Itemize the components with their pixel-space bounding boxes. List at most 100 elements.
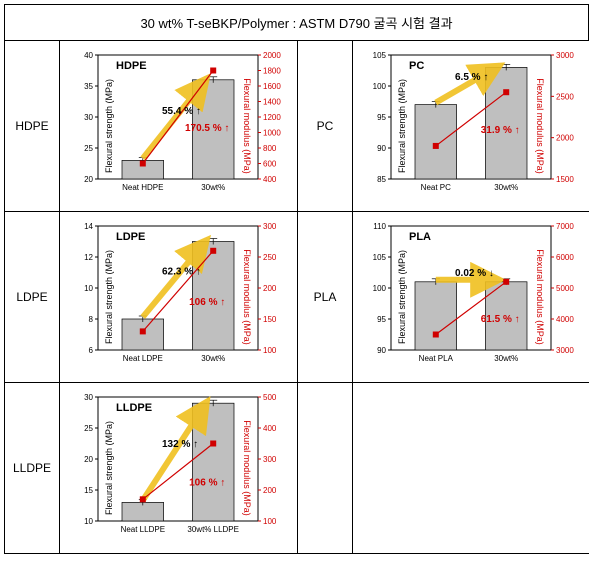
svg-text:7000: 7000: [556, 222, 574, 231]
svg-text:400: 400: [263, 175, 277, 184]
chart-cell-pc: 8590951001051500200025003000Neat PC30wt%…: [353, 41, 590, 211]
x-label-0: Neat LDPE: [123, 354, 163, 363]
chart-cell-pla: 909510010511030004000500060007000Neat PL…: [353, 212, 590, 382]
svg-text:90: 90: [377, 346, 386, 355]
svg-text:8: 8: [89, 315, 94, 324]
svg-text:100: 100: [263, 517, 277, 526]
svg-text:250: 250: [263, 253, 277, 262]
bar-1: [485, 67, 527, 179]
svg-text:2000: 2000: [556, 134, 574, 143]
x-label-1: 30wt%: [494, 354, 518, 363]
ylabel-left: Flexural strength (MPa): [104, 421, 114, 515]
svg-text:1200: 1200: [263, 113, 281, 122]
modulus-pct: 31.9 % ↑: [481, 125, 520, 136]
x-label-1: 30wt%: [201, 354, 225, 363]
strength-pct: 0.02 % ↓: [455, 268, 494, 279]
marker-0: [140, 328, 146, 334]
x-label-1: 30wt%: [201, 183, 225, 192]
panel-title: LLDPE: [116, 402, 152, 414]
bar-1: [192, 403, 234, 521]
marker-1: [503, 89, 509, 95]
panel-title: LDPE: [116, 231, 145, 243]
svg-text:12: 12: [84, 253, 93, 262]
strength-pct: 55.4 % ↑: [162, 106, 201, 117]
panel-title: HDPE: [116, 60, 147, 72]
grid-row-0: HDPE202530354040060080010001200140016001…: [5, 41, 588, 212]
svg-text:20: 20: [84, 455, 93, 464]
bar-0: [415, 105, 457, 179]
bar-1: [192, 242, 234, 351]
svg-text:35: 35: [84, 82, 93, 91]
svg-text:105: 105: [373, 51, 387, 60]
ylabel-left: Flexural strength (MPa): [397, 250, 407, 344]
row-label-hdpe: HDPE: [5, 41, 60, 211]
svg-text:200: 200: [263, 486, 277, 495]
bar-0: [415, 282, 457, 350]
chart-hdpe: 2025303540400600800100012001400160018002…: [60, 41, 297, 211]
svg-text:6000: 6000: [556, 253, 574, 262]
figure-container: 30 wt% T-seBKP/Polymer : ASTM D790 굴곡 시험…: [4, 4, 589, 554]
ylabel-right: Flexural modulus (MPa): [242, 78, 252, 174]
x-label-0: Neat HDPE: [122, 183, 163, 192]
svg-text:2000: 2000: [263, 51, 281, 60]
ylabel-right: Flexural modulus (MPa): [535, 249, 545, 345]
marker-1: [210, 441, 216, 447]
panel-title: PC: [409, 60, 424, 72]
svg-text:4000: 4000: [556, 315, 574, 324]
svg-text:90: 90: [377, 144, 386, 153]
svg-text:40: 40: [84, 51, 93, 60]
x-label-0: Neat LLDPE: [121, 525, 165, 534]
svg-text:25: 25: [84, 424, 93, 433]
svg-text:500: 500: [263, 393, 277, 402]
svg-text:2500: 2500: [556, 92, 574, 101]
chart-cell-hdpe: 2025303540400600800100012001400160018002…: [60, 41, 298, 211]
x-label-1: 30wt% LLDPE: [187, 525, 239, 534]
svg-text:400: 400: [263, 424, 277, 433]
row-label-ldpe: LDPE: [5, 212, 60, 382]
chart-cell-lldpe: 10 15 20 25 30 100 200 300 400 500 Neat LLDPE 30wt%…: [60, 383, 298, 553]
modulus-pct: 61.5 % ↑: [481, 314, 520, 325]
ylabel-right: Flexural modulus (MPa): [242, 420, 252, 516]
modulus-pct: 170.5 % ↑: [185, 123, 229, 134]
svg-text:1000: 1000: [263, 129, 281, 138]
modulus-pct: 106 % ↑: [189, 477, 225, 488]
modulus-pct: 106 % ↑: [189, 297, 225, 308]
grid-row-1: LDPE68101214100150200250300Neat LDPE30wt…: [5, 212, 588, 383]
chart-cell-ldpe: 68101214100150200250300Neat LDPE30wt%LDP…: [60, 212, 298, 382]
marker-1: [210, 68, 216, 74]
svg-text:1500: 1500: [556, 175, 574, 184]
svg-text:15: 15: [84, 486, 93, 495]
svg-text:600: 600: [263, 160, 277, 169]
marker-0: [140, 161, 146, 167]
svg-text:10: 10: [84, 517, 93, 526]
svg-text:85: 85: [377, 175, 386, 184]
ylabel-left: Flexural strength (MPa): [104, 79, 114, 173]
svg-text:3000: 3000: [556, 346, 574, 355]
strength-pct: 132 % ↑: [162, 439, 198, 450]
svg-text:3000: 3000: [556, 51, 574, 60]
strength-pct: 6.5 % ↑: [455, 72, 488, 83]
svg-text:300: 300: [263, 455, 277, 464]
marker-0: [140, 496, 146, 502]
marker-1: [210, 248, 216, 254]
svg-text:30: 30: [84, 393, 93, 402]
svg-text:5000: 5000: [556, 284, 574, 293]
marker-0: [433, 332, 439, 338]
svg-text:1600: 1600: [263, 82, 281, 91]
x-label-0: Neat PLA: [419, 354, 454, 363]
marker-0: [433, 143, 439, 149]
svg-text:100: 100: [373, 284, 387, 293]
svg-text:20: 20: [84, 175, 93, 184]
row-label-lldpe: LLDPE: [5, 383, 60, 553]
chart-lldpe: 10 15 20 25 30 100 200 300 400 500 Neat LLDPE 30wt%…: [60, 383, 297, 553]
svg-text:25: 25: [84, 144, 93, 153]
ylabel-left: Flexural strength (MPa): [104, 250, 114, 344]
grid-row-2: LLDPE 10 15 20 25 30 100 200 300 400 500 Neat LLDPE…: [5, 383, 588, 553]
svg-text:800: 800: [263, 144, 277, 153]
row-label-pc: PC: [298, 41, 353, 211]
svg-text:300: 300: [263, 222, 277, 231]
svg-text:1800: 1800: [263, 67, 281, 76]
svg-text:30: 30: [84, 113, 93, 122]
ylabel-right: Flexural modulus (MPa): [242, 249, 252, 345]
svg-text:95: 95: [377, 113, 386, 122]
